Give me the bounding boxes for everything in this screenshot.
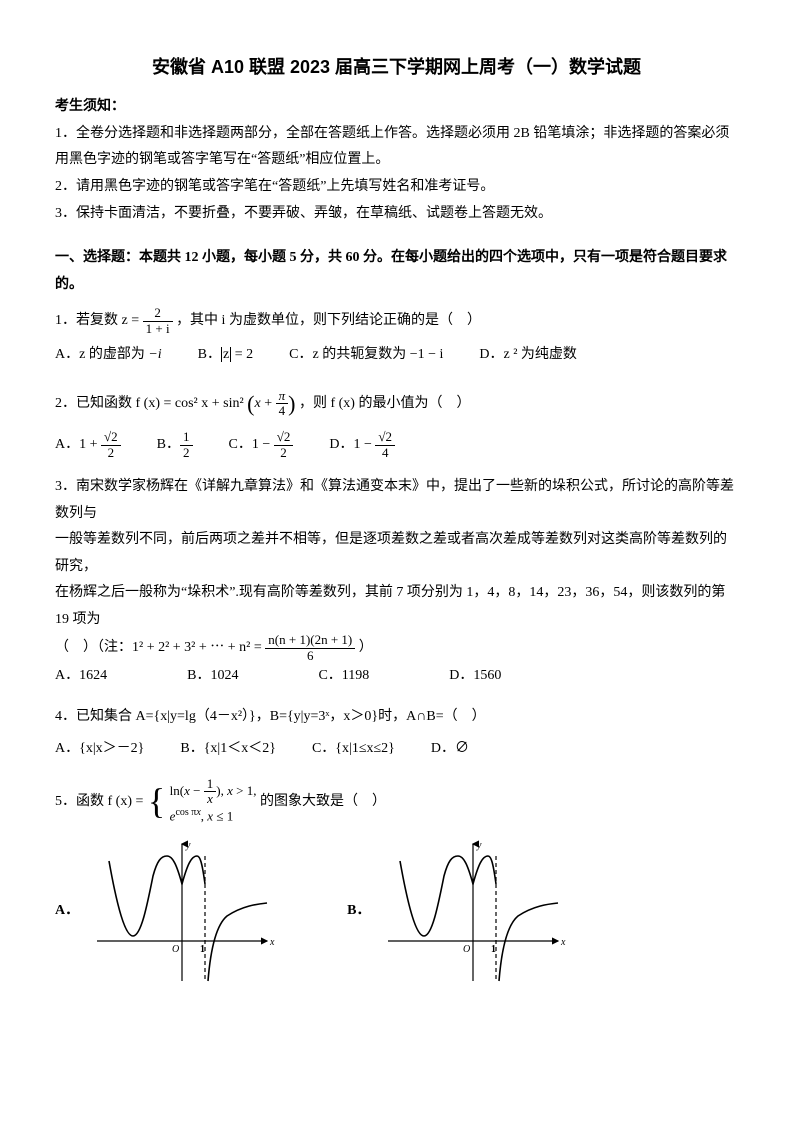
- q2-options: A．1 + √22 B．12 C．1 − √22 D．1 − √24: [55, 430, 738, 460]
- instructions-block: 考生须知： 1．全卷分选择题和非选择题两部分，全部在答题纸上作答。选择题必须用 …: [55, 94, 738, 227]
- q4-optA: A．{x|x＞－2}: [55, 736, 144, 763]
- rparen-icon: ): [288, 391, 295, 416]
- q1-frac-den: 1 + i: [143, 322, 173, 336]
- origin-label: O: [463, 944, 470, 955]
- q4-optB: B．{x|1＜x＜2}: [180, 736, 276, 763]
- question-4: 4．已知集合 A={x|y=lg（4－x²）}，B={y|y=3ˣ，x＞0}时，…: [55, 704, 738, 763]
- page-title: 安徽省 A10 联盟 2023 届高三下学期网上周考（一）数学试题: [55, 50, 738, 84]
- q3-optD: D．1560: [449, 663, 501, 690]
- section-heading: 一、选择题：本题共 12 小题，每小题 5 分，共 60 分。在每小题给出的四个…: [55, 245, 738, 298]
- q5-piecewise: ln(x − 1x), x > 1, ecos πx, x ≤ 1: [170, 777, 257, 826]
- instruction-line: 1．全卷分选择题和非选择题两部分，全部在答题纸上作答。选择题必须用 2B 铅笔填…: [55, 121, 738, 174]
- q1-stem-pre: 1．若复数: [55, 313, 122, 328]
- q4-stem: 4．已知集合 A={x|y=lg（4－x²）}，B={y|y=3ˣ，x＞0}时，…: [55, 704, 738, 731]
- q4-options: A．{x|x＞－2} B．{x|1＜x＜2} C．{x|1≤x≤2} D．∅: [55, 736, 738, 763]
- question-3: 3．南宋数学家杨辉在《详解九章算法》和《算法通变本末》中，提出了一些新的垛积公式…: [55, 474, 738, 690]
- tick-1-label: 1: [491, 944, 496, 955]
- q1-stem: 1．若复数 z = 2 1 + i ，其中 i 为虚数单位，则下列结论正确的是（…: [55, 306, 738, 336]
- q1-optC: C．z 的共轭复数为 −1 − i: [289, 342, 443, 369]
- q1-optD-pre: D．: [479, 347, 503, 362]
- q3-note: （ ）（注：1² + 2² + 3² + ⋯ + n² = n(n + 1)(2…: [55, 633, 738, 663]
- graph-b: y x O 1: [378, 836, 568, 986]
- question-2: 2．已知函数 f (x) = cos² x + sin² (x + π4) ，则…: [55, 383, 738, 460]
- q4-optC: C．{x|1≤x≤2}: [312, 736, 395, 763]
- q1-optA-pre: A．z 的虚部为: [55, 347, 148, 362]
- instruction-line: 2．请用黑色字迹的钢笔或答字笔在“答题纸”上先填写姓名和准考证号。: [55, 174, 738, 201]
- q3-optA: A．1624: [55, 663, 107, 690]
- instruction-line: 3．保持卡面清洁，不要折叠，不要弄破、弄皱，在草稿纸、试题卷上答题无效。: [55, 201, 738, 228]
- q3-note-pre: （ ）（注：1² + 2² + 3² + ⋯ + n² =: [55, 641, 265, 656]
- q3-line3: 在杨辉之后一般称为“垛积术”.现有高阶等差数列，其前 7 项分别为 1，4，8，…: [55, 580, 738, 633]
- q2-optB: B．12: [157, 430, 193, 460]
- q2-stem: 2．已知函数 f (x) = cos² x + sin² (x + π4) ，则…: [55, 383, 738, 425]
- question-1: 1．若复数 z = 2 1 + i ，其中 i 为虚数单位，则下列结论正确的是（…: [55, 306, 738, 368]
- q3-options: A．1624 B．1024 C．1198 D．1560: [55, 663, 738, 690]
- q1-options: A．z 的虚部为 −i B．z = 2 C．z 的共轭复数为 −1 − i D．…: [55, 342, 738, 369]
- q1-optD: D．z ² 为纯虚数: [479, 342, 577, 369]
- q1-optB-pre: B．: [198, 347, 221, 362]
- q3-line1: 3．南宋数学家杨辉在《详解九章算法》和《算法通变本末》中，提出了一些新的垛积公式…: [55, 474, 738, 527]
- q3-note-post: ）: [359, 641, 373, 656]
- x-axis-label: x: [560, 937, 566, 948]
- q1-frac-num: 2: [143, 306, 173, 321]
- q5-stem-pre: 5．函数 f (x) =: [55, 794, 147, 809]
- q1-abs: z: [221, 347, 231, 362]
- q5-stem-post: 的图象大致是（ ）: [260, 794, 386, 809]
- q2-optA: A．1 + √22: [55, 430, 121, 460]
- q4-optD: D．∅: [431, 736, 469, 763]
- q5-case2: ecos πx, x ≤ 1: [170, 806, 257, 826]
- q1-optA-val: −i: [148, 347, 161, 362]
- question-5: 5．函数 f (x) = { ln(x − 1x), x > 1, ecos π…: [55, 777, 738, 986]
- x-axis-label: x: [269, 937, 275, 948]
- q3-optB: B．1024: [187, 663, 238, 690]
- tick-1-label: 1: [200, 944, 205, 955]
- y-axis-label: y: [185, 840, 191, 851]
- q1-stem-post: ，其中 i 为虚数单位，则下列结论正确的是（ ）: [176, 313, 481, 328]
- q2-optC: C．1 − √22: [229, 430, 294, 460]
- y-axis-label: y: [476, 840, 482, 851]
- brace-icon: {: [148, 787, 165, 816]
- q1-optB: B．z = 2: [198, 342, 253, 369]
- q3-note-den: 6: [265, 649, 355, 663]
- q1-optA: A．z 的虚部为 −i: [55, 342, 162, 369]
- origin-label: O: [172, 944, 179, 955]
- q5-stem: 5．函数 f (x) = { ln(x − 1x), x > 1, ecos π…: [55, 777, 738, 826]
- q2-optD: D．1 − √24: [329, 430, 395, 460]
- q3-line2: 一般等差数列不同，前后两项之差并不相等，但是逐项差数之差或者高次差成等差数列对这…: [55, 527, 738, 580]
- q3-note-frac: n(n + 1)(2n + 1) 6: [265, 633, 355, 663]
- q5-labelA: A．: [55, 898, 79, 925]
- q1-frac: 2 1 + i: [143, 306, 173, 336]
- q3-optC: C．1198: [318, 663, 369, 690]
- q5-labelB: B．: [347, 898, 370, 925]
- instructions-label: 考生须知：: [55, 94, 738, 121]
- q5-case1: ln(x − 1x), x > 1,: [170, 777, 257, 807]
- lparen-icon: (: [247, 391, 254, 416]
- q1-z-eq: z =: [122, 313, 140, 328]
- q2-stem-post: ，则 f (x) 的最小值为（ ）: [299, 396, 471, 411]
- q2-stem-text: 2．已知函数 f (x) = cos² x + sin²: [55, 396, 244, 411]
- q5-graph-row: A． y x O 1 B．: [55, 836, 738, 986]
- q1-optD-val: z ² 为纯虚数: [504, 347, 577, 362]
- q3-note-num: n(n + 1)(2n + 1): [265, 633, 355, 648]
- graph-a: y x O 1: [87, 836, 277, 986]
